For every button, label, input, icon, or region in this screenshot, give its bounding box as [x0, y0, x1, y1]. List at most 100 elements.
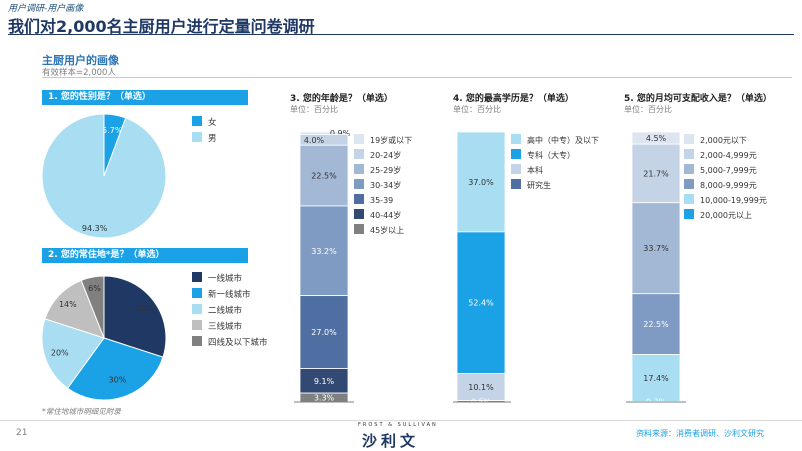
question-1-title: 1. 您的性别是？（单选）: [42, 90, 248, 105]
bar-data-label: 9.1%: [314, 377, 335, 386]
bar-segment-2: [456, 372, 506, 402]
legend-swatch: [192, 288, 202, 298]
bar-data-label: 3.3%: [314, 394, 335, 403]
legend-label: 一线城市: [208, 273, 243, 284]
legend-swatch: [684, 134, 694, 144]
pie-label: 20%: [51, 348, 69, 357]
legend-swatch: [354, 224, 364, 234]
bar-data-label: 52.4%: [468, 299, 494, 308]
legend-swatch: [511, 164, 521, 174]
page-title: 我们对2,000名主厨用户进行定量问卷调研: [8, 17, 315, 36]
legend-swatch: [684, 164, 694, 174]
bar-data-label: 10.1%: [468, 383, 494, 392]
question-3-title: 3. 您的年龄是？（单选）: [290, 94, 393, 104]
bar-data-label: 33.2%: [311, 247, 337, 256]
bar-segment-4: [299, 295, 349, 369]
bar-data-label: 4.0%: [304, 136, 325, 145]
legend-swatch: [192, 304, 202, 314]
section-subtitle: 有效样本=2,000人: [42, 68, 116, 78]
pie-label: 30%: [109, 375, 127, 384]
legend-swatch: [684, 209, 694, 219]
pie-label: 14%: [59, 300, 77, 309]
legend-label: 研究生: [527, 180, 551, 190]
legend-label: 25-29岁: [370, 165, 401, 175]
unit-label: 单位：百分比: [624, 105, 672, 114]
legend-swatch: [511, 179, 521, 189]
bar-data-label: 33.7%: [643, 244, 669, 253]
legend-label: 四线及以下城市: [208, 337, 268, 348]
header: 用户调研-用户画像 我们对2,000名主厨用户进行定量问卷调研: [0, 0, 802, 40]
title-divider: [8, 34, 794, 35]
legend-label: 新一线城市: [208, 289, 251, 300]
bar-segment-1: [631, 143, 681, 204]
bar-segment-3: [631, 293, 681, 355]
page-number: 21: [16, 428, 28, 438]
legend-swatch: [192, 116, 202, 126]
legend-swatch: [192, 336, 202, 346]
footer-divider: [0, 420, 802, 421]
legend-swatch: [684, 194, 694, 204]
legend-label: 45岁以上: [370, 225, 404, 235]
legend-swatch: [354, 194, 364, 204]
section-divider: [42, 77, 792, 78]
legend-swatch: [192, 272, 202, 282]
legend-swatch: [354, 209, 364, 219]
pie-slice-0: [103, 275, 167, 358]
legend-swatch: [192, 320, 202, 330]
legend-label: 30-34岁: [370, 180, 401, 190]
bar-segment-0: [456, 131, 506, 233]
pie-slice-3: [44, 279, 105, 339]
legend-swatch: [684, 149, 694, 159]
bar-data-label: 0.9%: [330, 129, 351, 138]
footnote: *常住地城市明细见附录: [42, 407, 121, 416]
pie-label: 30%: [136, 304, 154, 313]
legend-label: 高中（中专）及以下: [527, 135, 599, 145]
breadcrumb: 用户调研-用户画像: [8, 4, 84, 14]
pie-label: 5.7%: [102, 126, 123, 135]
legend-label: 专科（大专）: [527, 150, 575, 160]
legend-label: 本科: [527, 165, 543, 175]
legend-swatch: [192, 132, 202, 142]
legend-label: 19岁或以下: [370, 135, 412, 145]
logo: 沙利文: [362, 432, 420, 450]
legend-label: 2,000元以下: [700, 136, 747, 145]
pie-slice-1: [42, 113, 167, 239]
bar-data-label: 17.4%: [643, 374, 669, 383]
legend-swatch: [354, 134, 364, 144]
bar-segment-5: [299, 368, 349, 394]
question-5-title: 5. 您的月均可支配收入是？（单选）: [624, 94, 772, 104]
legend-label: 40-44岁: [370, 210, 401, 220]
bar-data-label: 22.5%: [643, 320, 669, 329]
legend-label: 20,000元以上: [700, 211, 752, 220]
question-4-title: 4. 您的最高学历是？（单选）: [453, 94, 574, 104]
bar-data-label: 21.7%: [643, 169, 669, 178]
legend-label: 10,000-19,999元: [700, 196, 767, 205]
pie-slice-1: [66, 337, 164, 401]
unit-label: 单位：百分比: [453, 105, 501, 114]
age-stacked-bar: 0.9% 4.0% 22.5% 33.2% 27.0% 9.1% 3.3% 19岁或以下 20-…: [294, 129, 412, 403]
source-note: 资料来源：消费者调研、沙利文研究: [636, 429, 764, 438]
bar-data-label: 22.5%: [311, 172, 337, 181]
bar-data-label: 27.0%: [311, 328, 337, 337]
legend-label: 二线城市: [208, 305, 243, 316]
legend-label: 2,000-4,999元: [700, 151, 757, 160]
legend-swatch: [684, 179, 694, 189]
bar-data-label: 4.5%: [646, 134, 667, 143]
pie-label: 94.3%: [82, 224, 108, 233]
legend-label: 8,000-9,999元: [700, 181, 757, 190]
legend-label: 20-24岁: [370, 150, 401, 160]
bar-segment-2: [631, 202, 681, 295]
income-stacked-bar: 4.5%21.7%33.7%22.5%17.4%0.2%2,000元以下2,00…: [626, 131, 767, 407]
legend-swatch: [354, 149, 364, 159]
pie-label: 6%: [88, 284, 101, 293]
legend-swatch: [354, 164, 364, 174]
legend-swatch: [511, 134, 521, 144]
bar-segment-4: [631, 354, 681, 402]
legend-label: 女: [208, 117, 217, 128]
section-title: 主厨用户的画像: [42, 54, 119, 67]
pie-slice-2: [42, 318, 105, 389]
legend-swatch: [354, 179, 364, 189]
gender-pie-chart: 5.7% 94.3% 女男: [42, 113, 217, 239]
